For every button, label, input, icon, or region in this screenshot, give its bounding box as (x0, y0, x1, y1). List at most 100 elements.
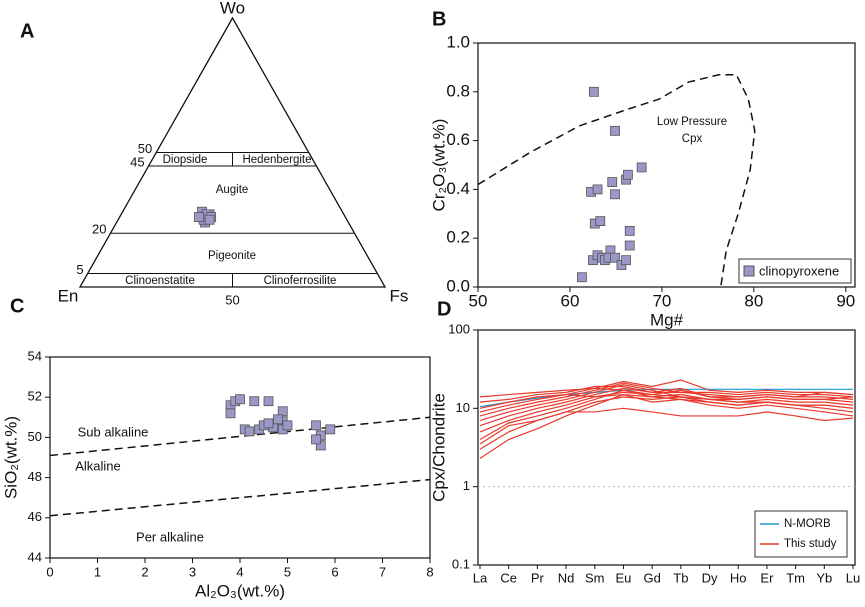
x-tick-label: 8 (426, 564, 433, 579)
data-point (311, 420, 321, 431)
plot-frame (477, 329, 856, 566)
x-tick-label: Gd (643, 570, 660, 585)
series-line (479, 388, 853, 408)
x-tick-label: Yb (816, 570, 832, 585)
x-tick-label: Ce (500, 570, 517, 585)
panel-label: B (432, 8, 446, 30)
data-point (194, 212, 204, 222)
data-point (244, 426, 255, 437)
x-tick-label: Sm (585, 570, 605, 585)
data-point (610, 125, 620, 136)
y-tick-label: 50 (28, 429, 42, 444)
legend-label: This study (784, 538, 837, 550)
series-line (479, 379, 854, 413)
y-tick-label: 52 (28, 389, 42, 404)
data-point (621, 255, 631, 266)
y-tick-label: 44 (28, 549, 42, 564)
y-tick-label: 0.0 (446, 276, 470, 295)
field-label: Pigeonite (208, 250, 256, 262)
data-point (263, 396, 274, 407)
data-point (592, 184, 603, 195)
series-line (479, 393, 854, 409)
x-tick-label: Lu (846, 570, 860, 585)
data-point (249, 396, 260, 407)
x-tick-label: 2 (141, 564, 148, 579)
y-tick-label: 1.0 (446, 32, 470, 51)
y-tick-label: 0.2 (446, 228, 470, 247)
wo-tick-label: 20 (92, 222, 106, 237)
data-point (225, 408, 236, 419)
legend-marker (743, 265, 755, 277)
x-tick-label: 3 (189, 564, 196, 579)
data-point (624, 225, 635, 236)
x-tick-label: 70 (652, 291, 671, 310)
x-tick-label: 60 (560, 291, 579, 310)
vertex-label: En (58, 286, 79, 305)
data-point (263, 418, 274, 429)
y-tick-label: 0.8 (446, 81, 470, 100)
field-label: Hedenbergite (242, 154, 311, 166)
x-axis-label: Al₂O₃(wt.%) (195, 581, 285, 600)
y-axis-label: Cpx/Chondrite (429, 393, 448, 502)
x-tick-label: 90 (836, 291, 855, 310)
wo-tick-label: 45 (130, 154, 144, 169)
y-tick-label: 0.1 (452, 556, 470, 571)
boundary-line (49, 478, 431, 517)
x-tick-label: 7 (379, 564, 386, 579)
annotation: Low Pressure (657, 116, 727, 128)
y-axis-label: SiO₂(wt.%) (1, 416, 20, 499)
vertex-label: Wo (220, 0, 245, 17)
boundary-line (477, 73, 756, 288)
y-tick-label: 0.4 (446, 179, 470, 198)
fs-tick-label: 50 (225, 292, 239, 307)
x-tick-label: Nd (558, 570, 575, 585)
x-tick-label: Tb (673, 570, 688, 585)
x-tick-label: Ho (730, 570, 747, 585)
x-axis-label: Mg# (650, 310, 684, 329)
x-tick-label: 4 (236, 564, 243, 579)
data-point (610, 189, 620, 200)
x-tick-label: 6 (331, 564, 338, 579)
series-line (479, 385, 854, 403)
x-tick-label: 5 (284, 564, 291, 579)
data-point (577, 272, 587, 283)
y-tick-label: 100 (448, 321, 470, 336)
data-point (610, 252, 620, 263)
field-label: Diopside (163, 154, 208, 166)
series-line (479, 393, 854, 459)
data-point (622, 169, 633, 180)
data-point (204, 214, 215, 225)
x-tick-label: La (473, 570, 488, 585)
data-point (325, 424, 336, 435)
x-tick-label: 50 (469, 291, 488, 310)
data-point (588, 86, 599, 97)
wo-tick-label: 5 (76, 262, 83, 277)
data-point (235, 394, 245, 405)
boundary-line (49, 416, 431, 457)
x-tick-label: Er (760, 570, 774, 585)
wo-tick-label: 50 (138, 141, 152, 156)
data-point (273, 414, 283, 425)
data-point (595, 216, 606, 227)
x-tick-label: Tm (786, 570, 805, 585)
panel-label: A (20, 20, 34, 42)
data-point (607, 177, 618, 187)
data-point (282, 420, 293, 431)
y-axis-label: Cr₂O₃(wt.%) (429, 119, 448, 212)
data-point (636, 162, 647, 173)
x-tick-label: 0 (46, 564, 53, 579)
x-tick-label: Pr (531, 570, 545, 585)
field-label: Alkaline (75, 458, 121, 473)
plot-frame (477, 42, 856, 288)
y-tick-label: 46 (28, 509, 42, 524)
x-tick-label: Dy (702, 570, 718, 585)
vertex-label: Fs (390, 286, 409, 305)
field-label: Sub alkaline (78, 424, 149, 439)
x-tick-label: 80 (744, 291, 763, 310)
x-tick-label: 1 (94, 564, 101, 579)
legend-label: clinopyroxene (759, 263, 839, 278)
legend-box (738, 258, 852, 284)
field-label: Augite (216, 184, 249, 196)
field-label: Clinoenstatite (125, 275, 195, 287)
